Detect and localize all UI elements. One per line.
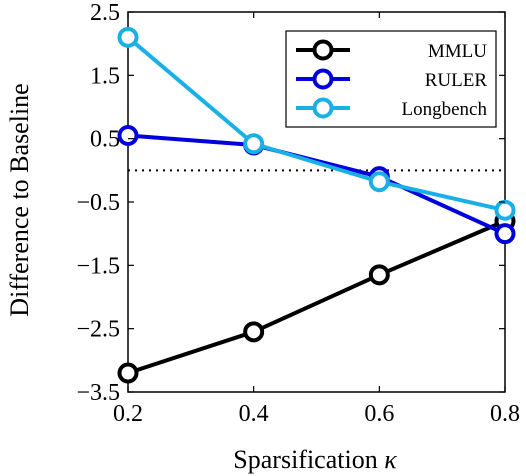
data-point-mmlu (117, 362, 139, 384)
data-point-longbench (494, 199, 516, 221)
series-line-ruler (127, 133, 506, 236)
y-axis-label: Difference to Baseline (5, 83, 34, 316)
series-ruler (117, 125, 516, 245)
y-tick-label: −2.5 (76, 317, 120, 343)
data-point-mmlu (368, 264, 390, 286)
legend-swatch-marker (312, 97, 334, 119)
data-point-ruler (117, 125, 139, 146)
data-point-longbench (368, 171, 390, 193)
data-point-ruler (494, 223, 516, 245)
y-tick-label: −0.5 (76, 190, 120, 216)
legend: MMLU RULER Longbench (285, 30, 497, 128)
y-tick-label: 1.5 (90, 63, 120, 89)
legend-swatch-marker (312, 39, 334, 61)
series-mmlu (117, 210, 516, 384)
x-tick-label: 0.6 (364, 401, 394, 427)
series-line-mmlu (127, 219, 506, 375)
series-longbench (117, 26, 516, 221)
x-tick-label: 0.2 (113, 401, 143, 427)
legend-label: Longbench (402, 99, 488, 120)
y-tick-label: −3.5 (76, 380, 120, 406)
legend-label: MMLU (428, 41, 487, 62)
legend-entry-longbench: Longbench (296, 97, 488, 120)
x-axis-ticks: 0.2 0.4 0.6 0.8 (113, 12, 520, 427)
x-tick-label: 0.8 (490, 401, 520, 427)
legend-swatch-marker (312, 68, 334, 90)
y-tick-label: 2.5 (90, 0, 120, 26)
data-point-mmlu (243, 321, 265, 343)
y-tick-label: −1.5 (76, 253, 120, 279)
series-line-longbench (126, 35, 506, 213)
y-axis-ticks: 2.5 1.5 0.5 −0.5 −1.5 −2.5 −3.5 (76, 0, 505, 406)
legend-entry-ruler: RULER (296, 68, 488, 91)
data-point-longbench (117, 26, 139, 48)
legend-label: RULER (425, 70, 488, 91)
data-point-longbench (243, 133, 265, 155)
x-tick-label: 0.4 (239, 401, 269, 427)
y-tick-label: 0.5 (90, 127, 120, 153)
legend-entry-mmlu: MMLU (296, 39, 487, 62)
plot-area (117, 11, 516, 393)
x-axis-label: Sparsification κ (233, 445, 397, 474)
